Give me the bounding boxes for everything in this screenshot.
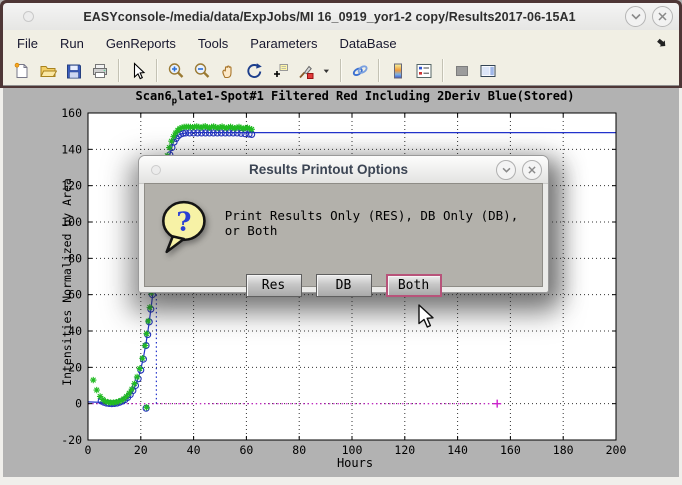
save-button[interactable] [61,58,87,84]
svg-text:140: 140 [61,142,82,156]
both-button[interactable]: Both [385,274,442,297]
window-minimize-button[interactable] [625,6,646,27]
colorbar-button[interactable] [385,58,411,84]
svg-text:20: 20 [134,443,148,457]
toolbar-separator [442,59,444,82]
svg-text:?: ? [176,207,191,237]
y-axis-label: Intensities Normalized by Area [60,178,74,386]
legend-icon [416,63,432,78]
svg-text:140: 140 [447,443,468,457]
window-menu-dot[interactable] [23,11,34,22]
svg-text:200: 200 [606,443,627,457]
close-icon [658,12,667,21]
pan-hand-button[interactable] [215,58,241,84]
dock-arrow-icon[interactable] [656,36,667,54]
brush-dropdown-caret-icon [323,69,329,73]
open-folder-icon [40,65,57,77]
svg-text:180: 180 [553,443,574,457]
plot-title: Scan6plate1-Spot#1 Filtered Red Includin… [135,89,575,107]
zoom-in-icon [168,62,184,78]
svg-text:80: 80 [292,443,306,457]
window-close-button[interactable] [652,6,673,27]
dialog-message: Print Results Only (RES), DB Only (DB), … [224,208,519,238]
zoom-out-button[interactable] [189,58,215,84]
zoom-out-icon [194,62,210,78]
dialog-title: Results Printout Options [248,162,408,177]
svg-text:60: 60 [68,288,82,302]
hide-plot-tools-icon [456,65,468,76]
svg-text:100: 100 [342,443,363,457]
window-titlebar: EASYconsole-/media/data/ExpJobs/MI 16_09… [3,3,679,30]
print-button[interactable] [87,58,113,84]
svg-text:120: 120 [394,443,415,457]
svg-text:40: 40 [68,324,82,338]
dialog-button-row: Res DB Both [145,274,542,297]
save-icon [67,64,81,78]
svg-text:60: 60 [239,443,253,457]
menu-database[interactable]: DataBase [339,35,397,51]
dialog-titlebar: Results Printout Options [139,156,548,184]
svg-text:120: 120 [61,179,82,193]
question-bubble-icon: ? [162,200,206,254]
dialog-close-button[interactable] [522,159,542,180]
menu-genreports[interactable]: GenReports [105,35,176,51]
show-plot-tools-button[interactable] [475,58,501,84]
menubar: File Run GenReports Tools Parameters Dat… [3,30,679,56]
res-button[interactable]: Res [245,274,302,297]
chevron-down-icon [630,13,641,20]
toolbar-separator [156,59,158,82]
svg-text:20: 20 [68,360,82,374]
svg-text:160: 160 [61,106,82,120]
rotate-3d-button[interactable] [241,58,267,84]
svg-text:-20: -20 [61,433,82,447]
menu-file[interactable]: File [17,35,38,51]
data-cursor-button[interactable] [267,58,293,84]
print-icon [93,63,107,78]
dialog-body: ? Print Results Only (RES), DB Only (DB)… [144,183,543,328]
window-title: EASYconsole-/media/data/ExpJobs/MI 16_09… [83,9,576,24]
toolbar-separator [118,59,120,82]
close-icon [528,165,536,174]
data-cursor-icon [274,63,288,77]
legend-button[interactable] [411,58,437,84]
x-axis-label: Hours [336,456,374,470]
dialog-menu-dot[interactable] [151,164,161,175]
svg-text:160: 160 [500,443,521,457]
figure-toolbar [3,56,679,86]
menu-tools[interactable]: Tools [197,35,229,51]
svg-text:40: 40 [187,443,201,457]
results-printout-options-dialog: Results Printout Options ? Print Results… [138,155,549,328]
link-plots-button[interactable] [347,58,373,84]
svg-text:80: 80 [68,251,82,265]
brush-icon [299,65,314,79]
link-plots-icon [352,64,368,76]
new-document-button[interactable] [9,58,35,84]
toolbar-separator [340,59,342,82]
dialog-minimize-button[interactable] [496,159,516,180]
menu-run[interactable]: Run [59,35,84,51]
svg-text:0: 0 [85,443,92,457]
show-plot-tools-icon [480,64,496,77]
svg-text:100: 100 [61,215,82,229]
open-folder-button[interactable] [35,58,61,84]
brush-dropdown-caret-button[interactable] [319,58,335,84]
db-button[interactable]: DB [315,274,372,297]
window-chrome: EASYconsole-/media/data/ExpJobs/MI 16_09… [0,0,682,88]
colorbar-icon [394,63,402,78]
hide-plot-tools-button[interactable] [449,58,475,84]
rotate-3d-icon [247,62,262,78]
zoom-in-button[interactable] [163,58,189,84]
pan-hand-icon [222,65,232,78]
edit-plot-arrow-button[interactable] [125,58,151,84]
edit-plot-arrow-icon [133,61,146,79]
menu-parameters[interactable]: Parameters [250,35,318,51]
toolbar-separator [378,59,380,82]
svg-text:0: 0 [75,397,82,411]
new-document-icon [14,62,28,78]
chevron-down-icon [502,167,510,173]
brush-button[interactable] [293,58,319,84]
